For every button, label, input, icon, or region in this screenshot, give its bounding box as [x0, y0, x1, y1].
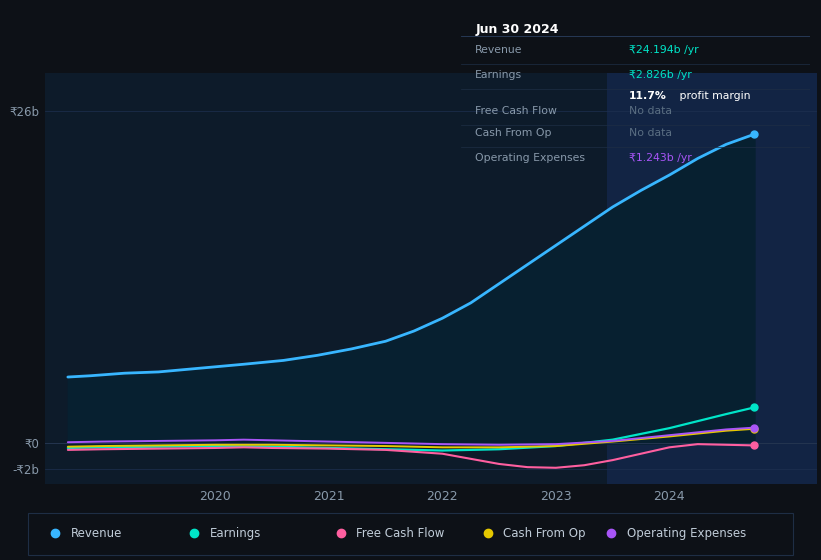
Text: Cash From Op: Cash From Op — [503, 527, 585, 540]
Text: ₹2.826b /yr: ₹2.826b /yr — [629, 70, 691, 80]
Text: No data: No data — [629, 128, 672, 138]
Text: Revenue: Revenue — [475, 45, 523, 55]
Text: Operating Expenses: Operating Expenses — [626, 527, 745, 540]
Text: ₹24.194b /yr: ₹24.194b /yr — [629, 45, 699, 55]
Text: ₹1.243b /yr: ₹1.243b /yr — [629, 153, 691, 163]
Text: No data: No data — [629, 106, 672, 116]
Text: profit margin: profit margin — [676, 91, 750, 101]
Text: Jun 30 2024: Jun 30 2024 — [475, 23, 559, 36]
Text: Free Cash Flow: Free Cash Flow — [356, 527, 445, 540]
Text: Earnings: Earnings — [475, 70, 522, 80]
Bar — [607, 73, 817, 484]
Text: Cash From Op: Cash From Op — [475, 128, 552, 138]
Text: Free Cash Flow: Free Cash Flow — [475, 106, 557, 116]
Text: Operating Expenses: Operating Expenses — [475, 153, 585, 163]
FancyBboxPatch shape — [29, 513, 792, 555]
Text: Revenue: Revenue — [71, 527, 122, 540]
Text: Earnings: Earnings — [210, 527, 261, 540]
Text: 11.7%: 11.7% — [629, 91, 667, 101]
